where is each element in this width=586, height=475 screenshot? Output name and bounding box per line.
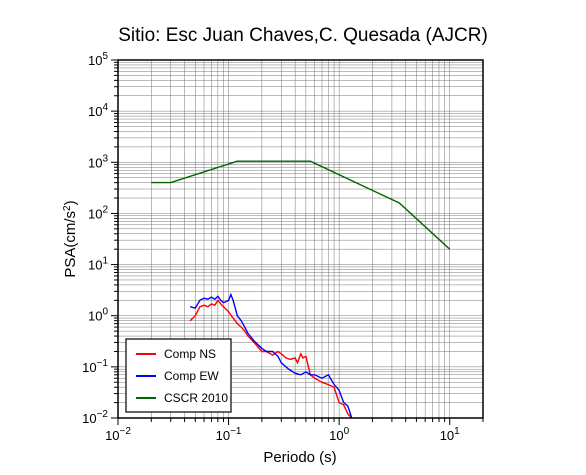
x-tick-label-exp: 1 bbox=[454, 426, 460, 437]
x-tick-label-base: 10 bbox=[105, 428, 119, 443]
legend-label: CSCR 2010 bbox=[164, 391, 228, 405]
x-tick-label-exp: −2 bbox=[120, 426, 132, 437]
y-tick-label-base: 10 bbox=[88, 206, 102, 221]
y-tick-label-exp: 3 bbox=[102, 153, 108, 164]
y-tick-label-base: 10 bbox=[88, 53, 102, 68]
y-tick-label-base: 10 bbox=[88, 258, 102, 273]
y-tick-label-base: 10 bbox=[88, 104, 102, 119]
x-tick-label-base: 10 bbox=[216, 428, 230, 443]
y-tick-label-exp: 4 bbox=[102, 102, 108, 113]
series-line-cscr-2010 bbox=[151, 160, 451, 250]
y-tick-label: 10−1 bbox=[82, 358, 108, 375]
y-tick-label: 104 bbox=[88, 102, 108, 119]
y-tick-label: 105 bbox=[88, 51, 108, 68]
y-tick-label-base: 10 bbox=[88, 155, 102, 170]
x-tick-label-exp: −1 bbox=[230, 426, 242, 437]
y-tick-label: 100 bbox=[88, 307, 108, 324]
grid bbox=[117, 59, 484, 419]
x-tick-label: 101 bbox=[440, 426, 460, 443]
y-tick-label-exp: −1 bbox=[97, 358, 109, 369]
x-tick-label-base: 10 bbox=[440, 428, 454, 443]
chart-title: Sitio: Esc Juan Chaves,C. Quesada (AJCR) bbox=[118, 25, 488, 46]
y-tick-label-exp: 2 bbox=[102, 204, 108, 215]
y-tick-label-base: 10 bbox=[88, 309, 102, 324]
y-axis-label: PSA(cm/s2) bbox=[62, 200, 80, 277]
x-tick-label: 10−1 bbox=[216, 426, 242, 443]
legend-label: Comp EW bbox=[164, 369, 219, 383]
x-axis-label: Periodo (s) bbox=[263, 449, 336, 466]
y-tick-label: 101 bbox=[88, 256, 108, 273]
legend: Comp NS Comp EW CSCR 2010 bbox=[125, 338, 232, 413]
legend-label: Comp NS bbox=[164, 347, 216, 361]
y-tick-label-base: 10 bbox=[82, 411, 96, 426]
y-axis-label-end: ) bbox=[62, 200, 79, 205]
x-tick-label: 10−2 bbox=[105, 426, 131, 443]
plot-frame bbox=[117, 59, 484, 419]
series-line-comp-ew bbox=[190, 292, 353, 418]
y-axis-label-main: PSA(cm/s bbox=[62, 211, 79, 278]
y-tick-label: 103 bbox=[88, 153, 108, 170]
y-tick-label: 10−2 bbox=[82, 409, 108, 426]
y-tick-label-exp: 1 bbox=[102, 256, 108, 267]
x-tick-label-base: 10 bbox=[329, 428, 343, 443]
y-tick-label-base: 10 bbox=[82, 360, 96, 375]
y-tick-label-exp: 5 bbox=[102, 51, 108, 62]
y-tick-label-exp: −2 bbox=[97, 409, 109, 420]
y-axis-label-sup: 2 bbox=[62, 205, 73, 211]
x-tick-label: 100 bbox=[329, 426, 349, 443]
series-lines bbox=[151, 160, 451, 418]
y-tick-label-exp: 0 bbox=[102, 307, 108, 318]
series-line-comp-ns bbox=[189, 299, 353, 418]
x-tick-label-exp: 0 bbox=[344, 426, 350, 437]
y-tick-label: 102 bbox=[88, 204, 108, 221]
